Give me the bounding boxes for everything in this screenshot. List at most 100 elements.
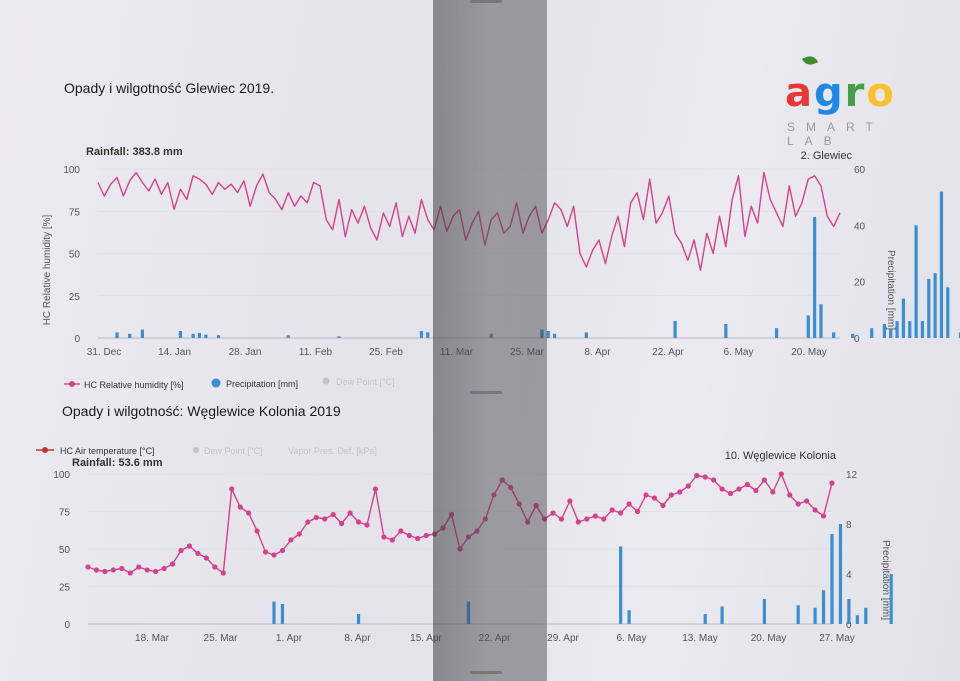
chart2-ylabel-right: Precipitation [mm]	[880, 540, 891, 620]
xtick-label: 11. Feb	[299, 347, 333, 358]
xtick-label: 14. Jan	[158, 347, 191, 358]
precip-bar	[939, 191, 944, 338]
precip-bar	[280, 604, 285, 624]
legend-temp-dot	[42, 447, 48, 453]
series-point	[288, 537, 294, 543]
legend-dewpoint-label: Dew Point [°C]	[336, 377, 395, 387]
ytick-left-label: 75	[59, 508, 71, 519]
precip-bar	[864, 607, 868, 624]
series-point	[795, 501, 801, 507]
series-point	[212, 564, 218, 570]
precip-bar	[619, 546, 623, 624]
series-point	[516, 501, 522, 507]
series-point	[415, 535, 421, 542]
series-point	[753, 487, 759, 494]
series-point	[389, 537, 395, 543]
xtick-label: 8. Apr	[344, 633, 371, 644]
clip-mark-middle	[470, 391, 502, 394]
series-point	[330, 511, 336, 518]
precip-bar	[553, 333, 557, 338]
xtick-label: 25. Mar	[204, 633, 239, 644]
series-point	[93, 567, 100, 573]
series-point	[660, 502, 666, 509]
series-point	[618, 510, 624, 516]
precip-bar	[920, 321, 925, 338]
series-point	[634, 508, 641, 515]
series-point	[271, 552, 277, 558]
precip-bar	[958, 332, 960, 338]
series-point	[254, 528, 260, 534]
series-point	[804, 498, 810, 504]
series-point	[119, 565, 125, 572]
legend-precip-dot	[211, 378, 221, 388]
series-point	[601, 516, 607, 522]
xtick-label: 25. Feb	[369, 347, 403, 358]
ytick-left-label: 75	[69, 207, 81, 218]
series-point	[195, 550, 201, 557]
precip-bar	[847, 599, 851, 624]
chart2-plot: 0 25 50 75 100 0 4 8 12 18. Mar 25. Mar 1. Apr 8. Ap…	[53, 470, 893, 644]
series-point	[144, 567, 150, 573]
precip-bar	[419, 330, 424, 338]
xtick-label: 28. Jan	[229, 347, 262, 358]
chart2-rainfall: Rainfall: 53.6 mm	[72, 457, 163, 469]
series-point	[398, 528, 404, 534]
xtick-label: 25. Mar	[510, 347, 545, 358]
series-point	[508, 484, 514, 491]
precip-bar	[204, 334, 208, 338]
precip-bar	[813, 216, 817, 338]
series-point	[761, 477, 767, 483]
series-point	[127, 570, 133, 576]
precip-bar	[774, 328, 779, 338]
legend-dewpoint-dot	[322, 377, 330, 385]
chart2-heading: Opady i wilgotność: Węglewice Kolonia 20…	[62, 403, 341, 419]
series-point	[474, 528, 480, 534]
series-point	[465, 534, 472, 540]
precip-bar	[927, 278, 931, 338]
precip-bar	[838, 524, 843, 624]
series-point	[567, 498, 573, 504]
series-point	[355, 519, 362, 525]
chart2-station: 10. Węglewice Kolonia	[725, 450, 837, 462]
chart1-plot: 0 25 50 75 100 0 20 40 60 31. Dec 14. Jan 28. Jan 11…	[63, 165, 960, 358]
series-point	[372, 486, 379, 492]
series-point	[651, 495, 658, 501]
precip-bar	[908, 321, 912, 338]
xtick-label: 1. Apr	[276, 633, 303, 644]
chart2-legend: HC Air temperature [°C] Dew Point [°C] V…	[36, 446, 377, 456]
precip-bar	[178, 330, 183, 338]
series-point	[736, 486, 742, 492]
precip-bar	[813, 607, 817, 624]
precip-bar	[889, 574, 893, 624]
precip-bar	[914, 225, 918, 338]
precip-bar	[540, 329, 544, 338]
legend-dew-dot	[193, 447, 199, 453]
precip-bar	[216, 335, 221, 338]
ytick-left-label: 100	[53, 470, 70, 481]
series-point	[440, 525, 446, 531]
series-point	[685, 483, 691, 489]
series-point	[339, 520, 345, 527]
series-point	[592, 513, 598, 519]
precip-bar	[115, 332, 119, 338]
precip-bar	[855, 615, 859, 624]
chart1-heading: Opady i wilgotność Glewiec 2019.	[64, 80, 275, 96]
series-point	[744, 481, 751, 488]
xtick-label: 18. Mar	[135, 633, 170, 644]
series-point	[677, 489, 683, 495]
series-point	[178, 547, 184, 554]
series-point	[491, 492, 497, 498]
precip-bar	[426, 332, 430, 338]
series-point	[525, 519, 531, 525]
legend-dew-label: Dew Point [°C]	[204, 446, 263, 456]
series-point	[305, 519, 311, 525]
xtick-label: 6. May	[723, 347, 753, 358]
series-point	[778, 471, 784, 477]
series-point	[829, 480, 835, 486]
precip-bar	[821, 590, 826, 624]
xtick-label: 31. Dec	[87, 347, 121, 358]
ytick-left-label: 0	[74, 334, 80, 345]
clip-mark-top	[470, 0, 502, 3]
series-point	[246, 510, 252, 516]
precip-bar	[882, 323, 886, 338]
